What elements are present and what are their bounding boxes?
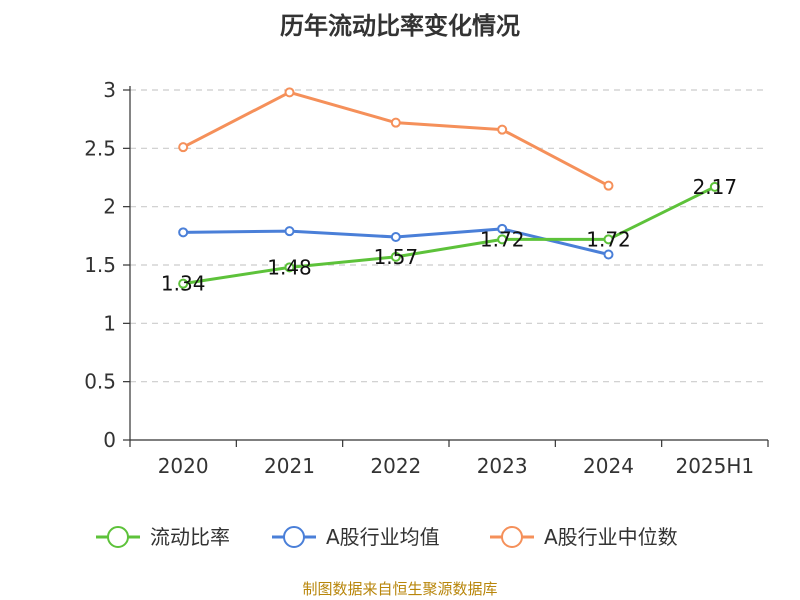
x-tick-label: 2022 bbox=[370, 454, 421, 478]
series-line bbox=[182, 90, 610, 187]
data-point bbox=[603, 234, 614, 245]
legend-swatch-marker bbox=[501, 526, 523, 548]
source-note: 制图数据来自恒生聚源数据库 bbox=[302, 580, 497, 598]
data-point bbox=[390, 251, 401, 262]
data-label: 2.17 bbox=[693, 175, 738, 199]
y-tick-label: 1.5 bbox=[84, 253, 116, 277]
data-point bbox=[709, 181, 720, 192]
legend-swatch-marker bbox=[283, 526, 305, 548]
tick-labels: 0 0.5 1 1.5 2 2.5 3 2020 2021 2022 2023 2024 2025H1 bbox=[84, 78, 754, 478]
legend-label: A股行业中位数 bbox=[544, 525, 678, 549]
data-point bbox=[284, 226, 295, 237]
axes bbox=[123, 86, 769, 447]
series-points bbox=[178, 87, 720, 289]
data-labels: 1.34 1.48 1.57 1.72 1.72 2.17 bbox=[161, 175, 737, 296]
data-label: 1.48 bbox=[267, 255, 312, 279]
grid-lines bbox=[130, 89, 768, 383]
y-tick-label: 0.5 bbox=[84, 370, 116, 394]
x-tick-label: 2024 bbox=[583, 454, 634, 478]
data-point bbox=[284, 262, 295, 273]
data-point bbox=[497, 124, 508, 135]
series-line bbox=[182, 185, 716, 286]
y-tick-label: 0 bbox=[103, 428, 116, 452]
legend-label: 流动比率 bbox=[150, 525, 230, 549]
x-tick-label: 2025H1 bbox=[675, 454, 754, 478]
data-point bbox=[603, 249, 614, 260]
y-tick-label: 2.5 bbox=[84, 136, 116, 160]
y-tick-label: 2 bbox=[103, 195, 116, 219]
data-label: 1.57 bbox=[374, 245, 419, 269]
x-tick-label: 2021 bbox=[264, 454, 315, 478]
data-label: 1.72 bbox=[586, 227, 631, 251]
data-point bbox=[603, 180, 614, 191]
data-point bbox=[390, 117, 401, 128]
data-point bbox=[178, 142, 189, 153]
x-tick-label: 2023 bbox=[477, 454, 528, 478]
data-label: 1.72 bbox=[480, 227, 525, 251]
data-point bbox=[497, 234, 508, 245]
x-tick-label: 2020 bbox=[158, 454, 209, 478]
data-point bbox=[390, 232, 401, 242]
data-point bbox=[178, 227, 189, 238]
y-tick-label: 1 bbox=[103, 311, 116, 335]
legend-swatch-marker bbox=[107, 526, 129, 548]
y-tick-label: 3 bbox=[103, 78, 116, 102]
series-lines bbox=[182, 90, 716, 286]
data-point bbox=[284, 87, 295, 98]
legend: 流动比率 A股行业均值 A股行业中位数 bbox=[96, 525, 678, 549]
data-point bbox=[178, 278, 189, 289]
chart-title: 历年流动比率变化情况 bbox=[280, 12, 520, 40]
data-label: 1.34 bbox=[161, 272, 206, 296]
data-point bbox=[497, 223, 508, 234]
legend-label: A股行业均值 bbox=[326, 525, 440, 549]
